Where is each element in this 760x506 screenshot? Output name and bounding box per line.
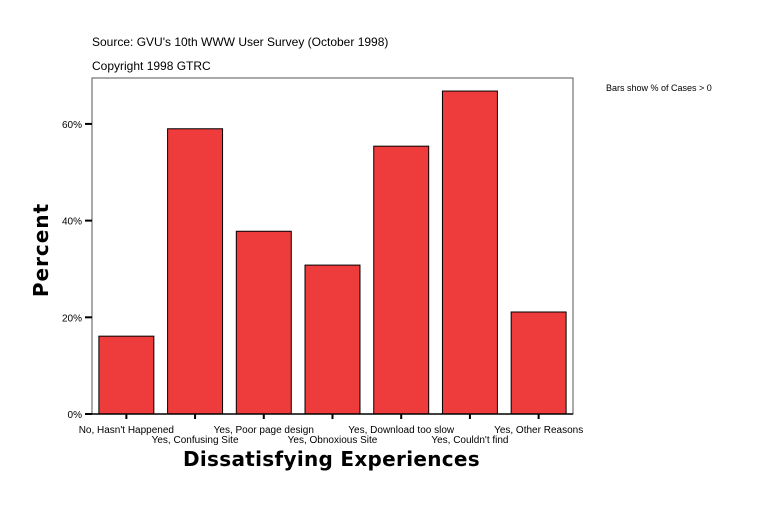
bar xyxy=(510,311,567,415)
y-tick-label: 20% xyxy=(62,313,82,324)
x-tick-label: Yes, Poor page design xyxy=(214,425,314,436)
bar xyxy=(373,145,430,415)
bar xyxy=(235,230,292,415)
chart-subtitle: Copyright 1998 GTRC xyxy=(92,59,211,73)
chart-title: Source: GVU's 10th WWW User Survey (Octo… xyxy=(92,35,389,49)
bar xyxy=(304,264,361,415)
bar xyxy=(98,335,155,415)
chart-annotation: Bars show % of Cases > 0 xyxy=(606,83,712,93)
x-tick-label: Yes, Couldn't find xyxy=(431,435,508,446)
x-tick-label: Yes, Confusing Site xyxy=(152,435,239,446)
y-tick-label: 60% xyxy=(62,120,82,131)
x-tick-label: Yes, Other Reasons xyxy=(494,425,583,436)
x-tick-label: Yes, Download too slow xyxy=(348,425,455,436)
x-tick-label: Yes, Obnoxious Site xyxy=(288,435,378,446)
bar xyxy=(441,90,498,415)
x-axis-label: Dissatisfying Experiences xyxy=(183,447,480,471)
y-tick-label: 40% xyxy=(62,217,82,228)
y-tick-label: 0% xyxy=(68,410,83,421)
x-tick-label: No, Hasn't Happened xyxy=(79,425,174,436)
bar xyxy=(167,128,224,415)
